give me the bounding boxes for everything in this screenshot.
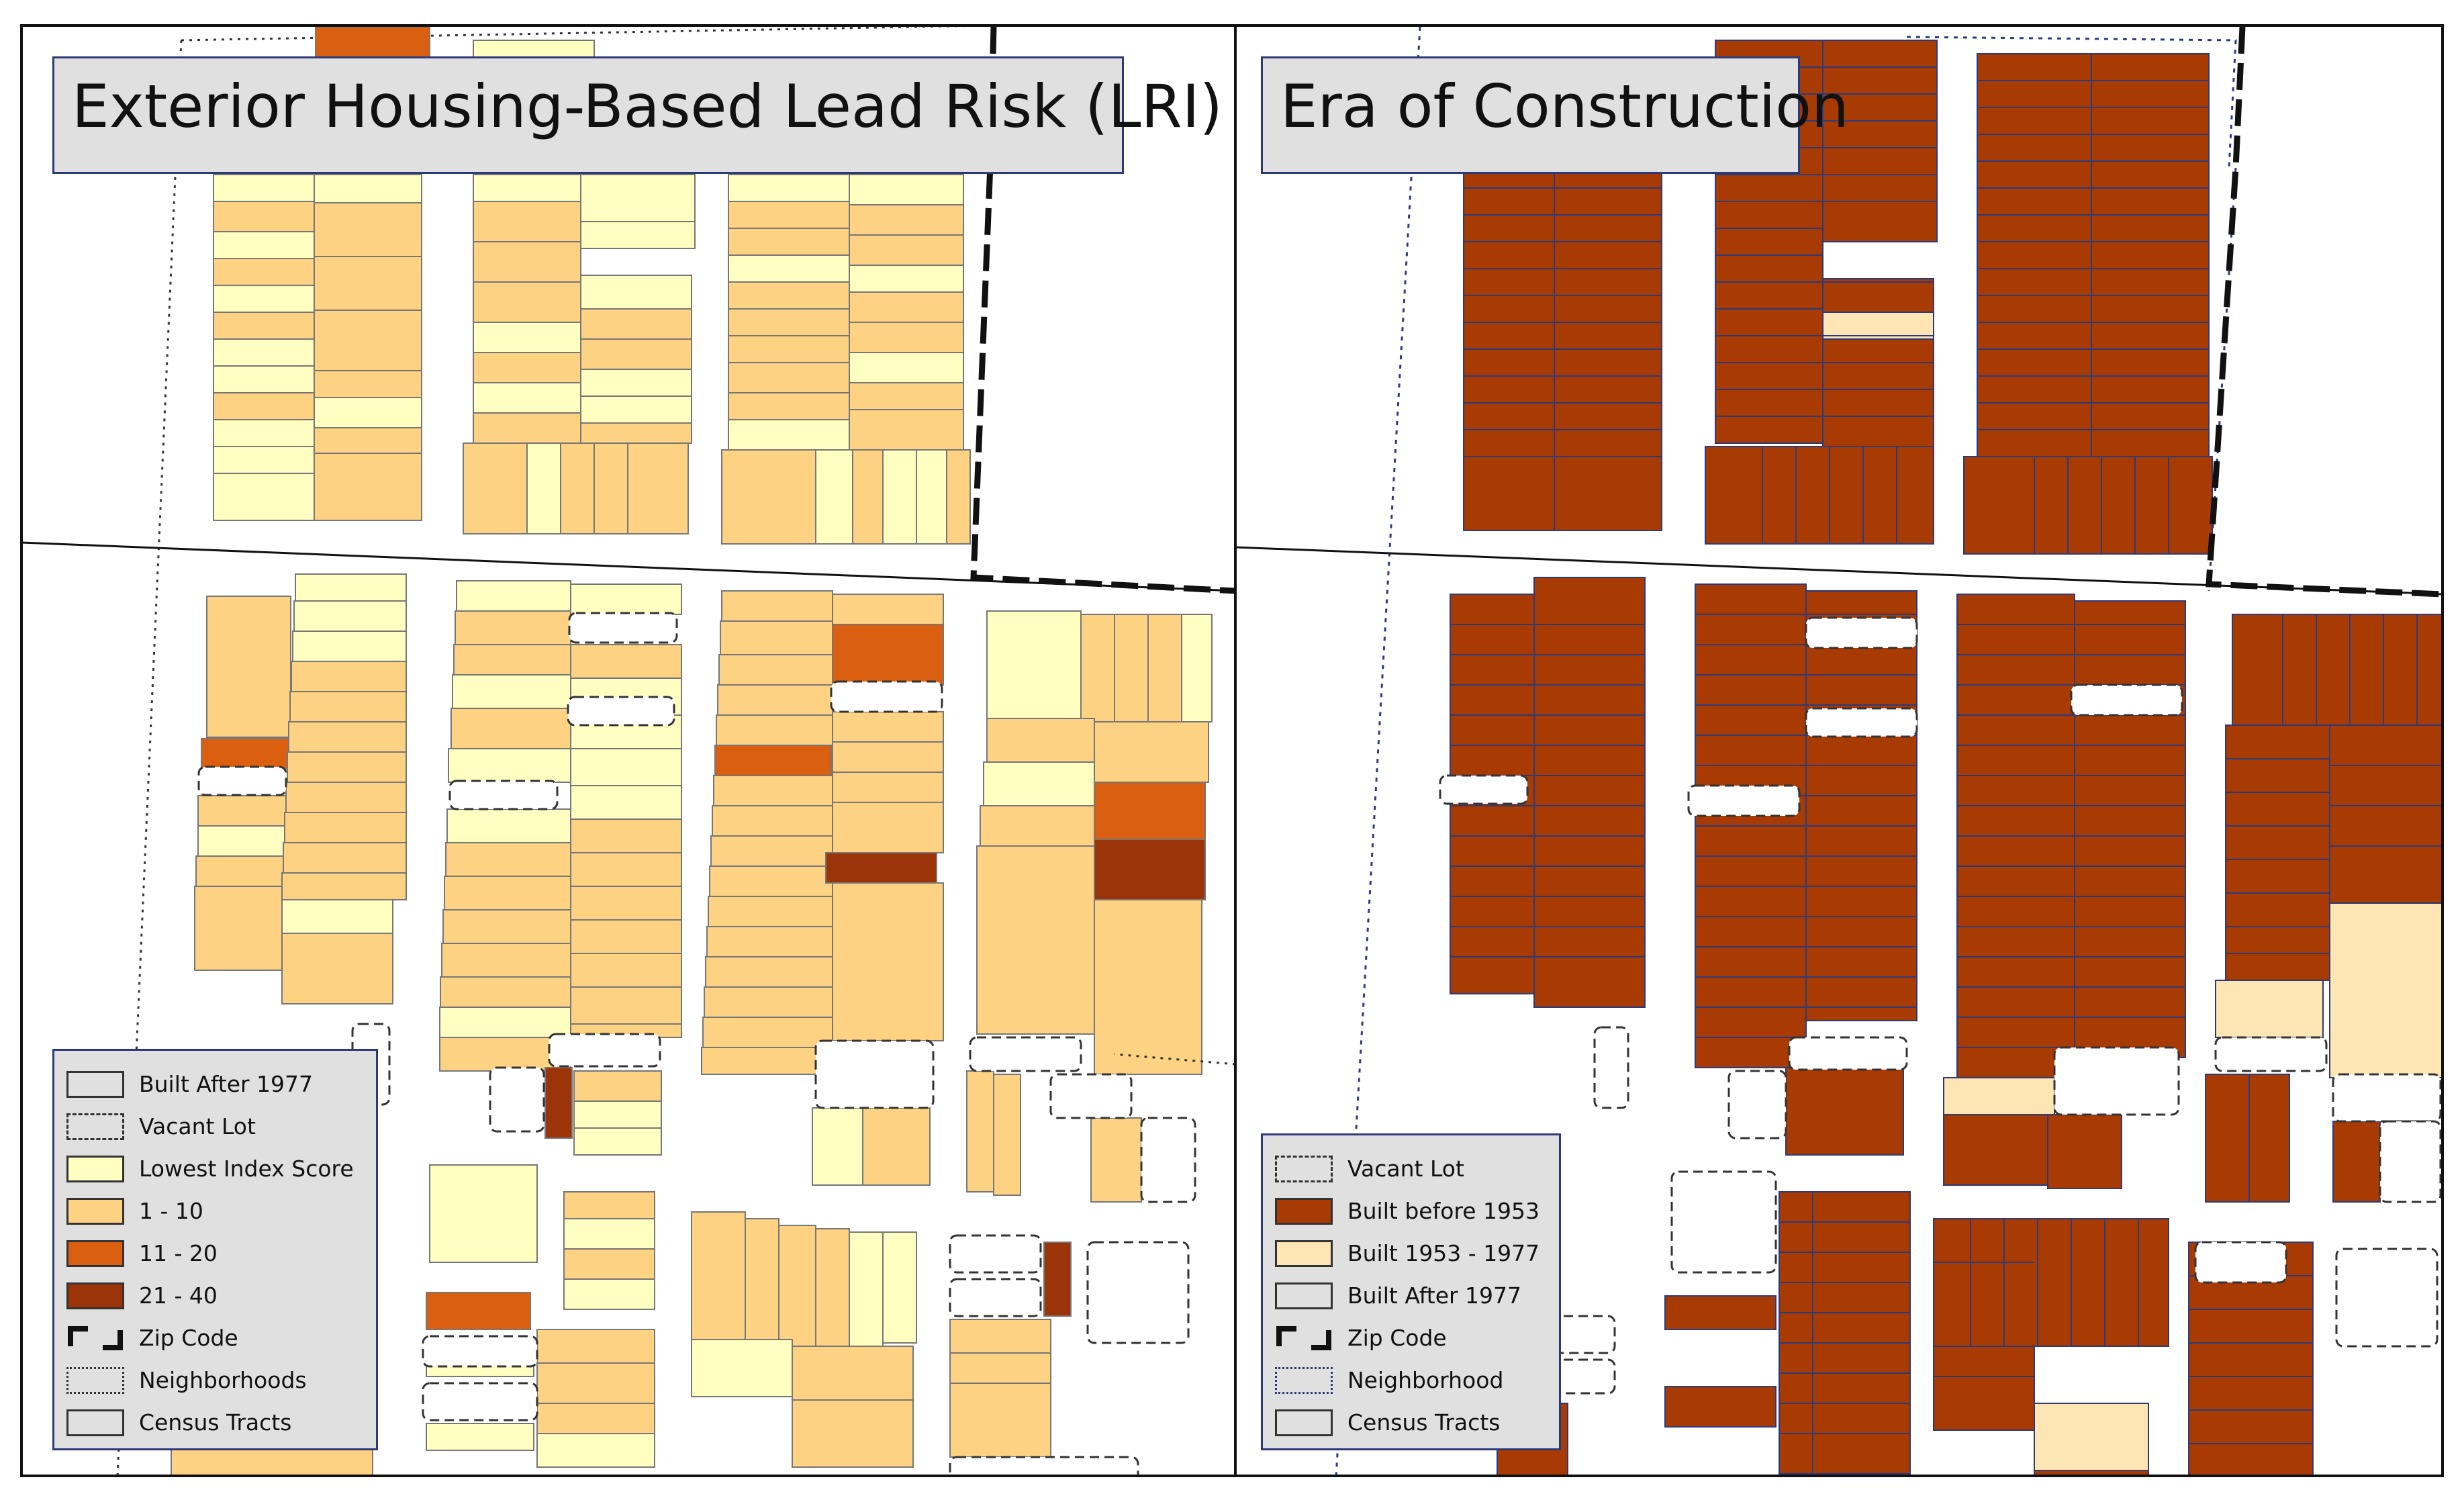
right-census-tract-line	[1235, 546, 2443, 596]
left-map-title-text: Exterior Housing-Based Lead Risk (LRI)	[72, 72, 1223, 141]
right-legend-swatch	[1275, 1409, 1333, 1436]
right-legend-item: Built before 1953	[1275, 1190, 1552, 1232]
right-parcel-1953	[1822, 312, 1934, 340]
right-legend: Vacant Lot Built before 1953 Built 1953 - …	[1261, 1133, 1561, 1450]
right-parcel-lines	[1450, 66, 2443, 1474]
right-legend-swatch	[1275, 1155, 1333, 1182]
left-legend-item: 21 - 40	[66, 1274, 369, 1317]
right-block-south	[1497, 1191, 2314, 1476]
left-legend-label: Built After 1977	[139, 1071, 314, 1097]
right-legend-label: Built 1953 - 1977	[1347, 1240, 1540, 1266]
right-legend-item: Built After 1977	[1275, 1274, 1552, 1317]
left-block-bottom-4	[966, 610, 1213, 1203]
left-legend-label: Zip Code	[139, 1325, 238, 1351]
left-legend-item: Built After 1977	[66, 1063, 369, 1105]
left-legend-item: Zip Code	[66, 1317, 369, 1359]
right-legend-item: Built 1953 - 1977	[1275, 1232, 1552, 1274]
left-legend-swatch	[66, 1325, 124, 1352]
right-map	[1234, 24, 2444, 1477]
right-parcel-1953	[2329, 902, 2443, 1078]
left-legend: Built After 1977 Vacant Lot Lowest Index S…	[52, 1049, 378, 1450]
right-block-top-3	[1963, 53, 2213, 555]
left-legend-swatch	[66, 1070, 124, 1098]
left-legend-swatch	[66, 1113, 124, 1140]
left-legend-swatch	[66, 1282, 124, 1309]
left-census-tract-line	[21, 541, 1235, 592]
left-legend-swatch	[66, 1366, 124, 1394]
left-legend-swatch	[66, 1409, 124, 1436]
right-legend-label: Neighborhood	[1347, 1367, 1504, 1393]
left-legend-item: Vacant Lot	[66, 1105, 369, 1148]
right-legend-item: Neighborhood	[1275, 1359, 1552, 1401]
left-zip-code-line	[970, 26, 1235, 594]
left-legend-item: Census Tracts	[66, 1401, 369, 1444]
right-legend-swatch	[1275, 1197, 1333, 1225]
left-legend-swatch	[66, 1197, 124, 1225]
left-block-top-3	[721, 174, 971, 545]
right-legend-item: Census Tracts	[1275, 1401, 1552, 1444]
right-legend-item: Zip Code	[1275, 1317, 1552, 1359]
right-legend-swatch	[1275, 1240, 1333, 1267]
left-legend-item: 11 - 20	[66, 1232, 369, 1274]
right-legend-label: Census Tracts	[1347, 1409, 1501, 1436]
left-neighborhood-lines	[116, 26, 1235, 1476]
right-map-frame	[1234, 24, 2444, 1477]
left-legend-label: Neighborhoods	[139, 1367, 307, 1393]
right-legend-swatch	[1275, 1325, 1333, 1352]
left-map	[20, 24, 1237, 1477]
left-block-top-1	[213, 174, 422, 521]
left-legend-label: 1 - 10	[139, 1198, 203, 1224]
right-legend-swatch	[1275, 1282, 1333, 1309]
left-block-bottom-3	[701, 590, 944, 1186]
left-legend-item: Neighborhoods	[66, 1359, 369, 1401]
left-legend-label: Vacant Lot	[139, 1113, 256, 1139]
right-neighborhood-lines	[1335, 26, 2237, 1476]
left-block-bottom-1	[194, 573, 407, 1004]
left-legend-label: 11 - 20	[139, 1240, 218, 1266]
left-legend-label: 21 - 40	[139, 1282, 218, 1309]
left-vacant-lots	[197, 612, 1196, 1476]
right-legend-label: Vacant Lot	[1347, 1156, 1464, 1182]
right-map-title: Era of Construction	[1261, 56, 1849, 174]
left-legend-item: 1 - 10	[66, 1190, 369, 1232]
left-map-title: Exterior Housing-Based Lead Risk (LRI)	[52, 56, 1223, 174]
right-legend-label: Built before 1953	[1347, 1198, 1539, 1224]
left-legend-item: Lowest Index Score	[66, 1148, 369, 1190]
right-parcel-1953	[2215, 980, 2324, 1038]
left-top-parcel	[315, 26, 430, 58]
right-block-top-1	[1463, 160, 1662, 531]
left-legend-swatch	[66, 1240, 124, 1267]
right-vacant-lots	[1439, 616, 2442, 1395]
right-legend-swatch	[1275, 1366, 1333, 1394]
right-parcel-1953	[2034, 1403, 2149, 1471]
right-parcel-1953	[1943, 1077, 2055, 1115]
right-legend-label: Zip Code	[1347, 1325, 1447, 1351]
left-block-top-2	[463, 40, 696, 534]
right-map-title-text: Era of Construction	[1280, 72, 1849, 141]
left-legend-label: Lowest Index Score	[139, 1156, 354, 1182]
right-block-bottom-4	[2205, 614, 2443, 1203]
left-legend-swatch	[66, 1155, 124, 1182]
left-block-bottom-2	[439, 580, 682, 1156]
right-legend-item: Vacant Lot	[1275, 1148, 1552, 1190]
right-zip-code-line	[2206, 26, 2443, 598]
right-legend-label: Built After 1977	[1347, 1282, 1522, 1309]
left-legend-label: Census Tracts	[139, 1409, 292, 1436]
